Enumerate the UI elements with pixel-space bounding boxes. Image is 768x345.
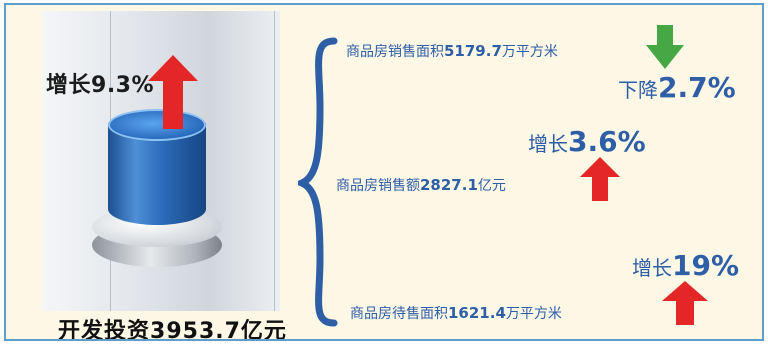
investment-amount: 开发投资3953.7亿元 xyxy=(58,313,287,341)
sales-area-unit: 万平方米 xyxy=(501,44,558,60)
sales-revenue-change-value: 3.6% xyxy=(568,125,646,158)
backdrop-line xyxy=(274,11,275,311)
investment-growth-label: 增长 xyxy=(46,73,92,98)
curly-brace-icon xyxy=(298,37,338,327)
sales-area-item: 商品房销售面积5179.7万平方米 xyxy=(346,41,558,61)
sales-area-change-word: 下降 xyxy=(618,78,658,102)
sales-area-label: 商品房销售面积 xyxy=(346,44,444,60)
unsold-area-change: 增长19% xyxy=(632,249,739,282)
investment-growth-value: 9.3% xyxy=(91,73,155,98)
sales-revenue-change: 增长3.6% xyxy=(528,125,646,158)
up-arrow-icon xyxy=(580,157,620,201)
sales-revenue-value: 2827.1 xyxy=(420,176,478,194)
investment-cylinder-top xyxy=(108,109,206,141)
unsold-area-change-value: 19% xyxy=(672,249,740,282)
unsold-area-value: 1621.4 xyxy=(448,304,506,322)
sales-revenue-change-word: 增长 xyxy=(528,132,568,156)
investment-amount-label: 开发投资 xyxy=(58,319,151,341)
sales-revenue-unit: 亿元 xyxy=(477,178,506,194)
sales-area-value: 5179.7 xyxy=(444,42,502,60)
sales-area-change: 下降2.7% xyxy=(618,71,736,104)
up-arrow-icon xyxy=(148,55,198,129)
unsold-area-unit: 万平方米 xyxy=(505,306,562,322)
unsold-area-change-word: 增长 xyxy=(632,256,672,280)
sales-revenue-label: 商品房销售额 xyxy=(336,178,420,194)
sales-area-change-value: 2.7% xyxy=(658,71,736,104)
up-arrow-icon xyxy=(662,281,708,325)
down-arrow-icon xyxy=(646,25,684,69)
unsold-area-label: 商品房待售面积 xyxy=(350,306,448,322)
unsold-area-item: 商品房待售面积1621.4万平方米 xyxy=(350,303,562,323)
infographic-frame: 增长9.3% 开发投资3953.7亿元 商品房销售面积5179.7万平方米 下降… xyxy=(4,3,764,341)
investment-growth: 增长9.3% xyxy=(46,67,154,99)
sales-revenue-item: 商品房销售额2827.1亿元 xyxy=(336,175,506,195)
investment-amount-value: 3953.7亿元 xyxy=(150,319,287,341)
